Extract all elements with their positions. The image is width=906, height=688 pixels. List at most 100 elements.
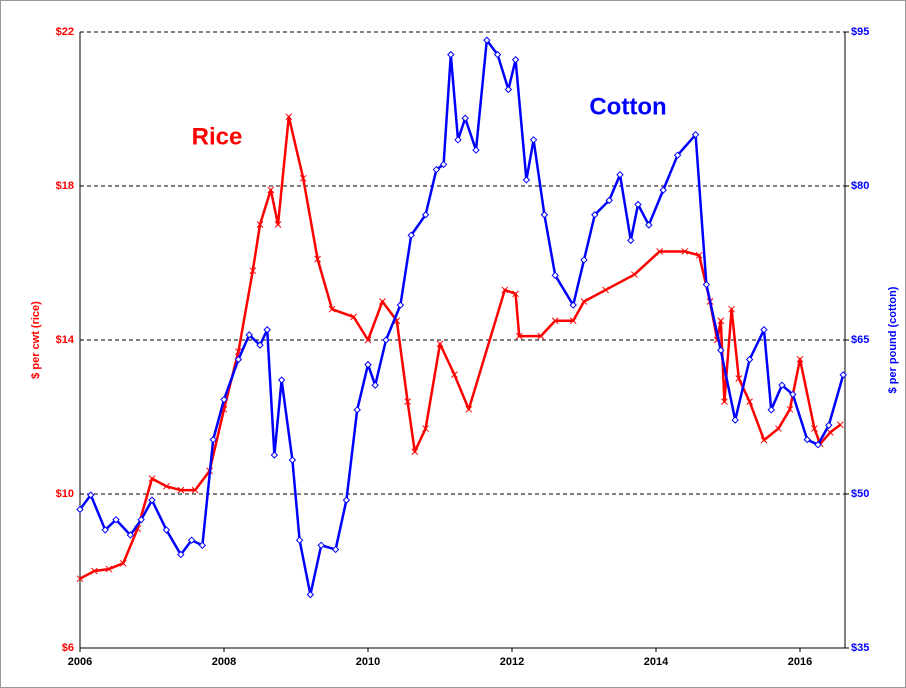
point [379, 298, 386, 305]
point [364, 336, 372, 344]
point [760, 436, 768, 444]
point [87, 491, 95, 499]
x-tick-label: 2014 [644, 656, 669, 668]
y2-axis-label: $ per pound (cotton) [887, 286, 899, 393]
point [472, 146, 480, 154]
point [447, 50, 455, 59]
point [137, 515, 145, 524]
point [695, 251, 703, 259]
point [512, 290, 519, 298]
point [814, 441, 822, 449]
point [256, 341, 264, 349]
point [786, 405, 794, 413]
point [198, 541, 207, 550]
point [91, 567, 98, 575]
point [112, 515, 120, 524]
point [631, 271, 638, 278]
point [511, 56, 520, 64]
point [245, 331, 253, 339]
point [451, 371, 458, 379]
point [454, 136, 462, 144]
point [350, 313, 357, 321]
point [148, 475, 156, 482]
point [839, 371, 847, 379]
point [101, 526, 109, 534]
point [461, 114, 469, 122]
point [187, 536, 196, 544]
point [789, 390, 797, 399]
point [721, 398, 728, 405]
point [439, 160, 448, 169]
x-tick-label: 2006 [68, 656, 92, 668]
point [767, 406, 775, 414]
point [76, 505, 84, 514]
point [836, 421, 844, 429]
point [256, 221, 264, 228]
point [407, 231, 415, 239]
point [717, 346, 725, 354]
point [656, 248, 663, 255]
point [778, 381, 786, 389]
point [728, 305, 735, 313]
point [209, 435, 217, 444]
point [493, 50, 502, 59]
point [295, 536, 304, 544]
point [191, 486, 199, 494]
y-tick-label: $22 [56, 26, 74, 38]
point [702, 280, 711, 289]
point [314, 255, 321, 263]
point [249, 267, 257, 275]
point [288, 456, 297, 464]
point [731, 416, 739, 424]
point [234, 355, 243, 364]
series-label: Rice [192, 123, 243, 150]
point [717, 317, 725, 325]
point [163, 482, 170, 490]
point [328, 305, 336, 313]
point [691, 130, 700, 139]
point [529, 136, 538, 144]
point [569, 301, 577, 309]
point [569, 317, 577, 325]
point [605, 196, 613, 205]
point [616, 170, 624, 179]
point [317, 541, 325, 550]
point [270, 451, 279, 459]
point [811, 425, 818, 432]
point [659, 186, 667, 194]
point [551, 271, 559, 280]
y-axis-label: $ per cwt (rice) [30, 301, 42, 379]
point [501, 286, 509, 294]
point [796, 355, 804, 363]
point [331, 545, 340, 554]
y2-tick-label: $95 [851, 26, 869, 38]
point [353, 406, 361, 414]
x-tick-label: 2008 [212, 656, 236, 668]
point [277, 376, 286, 384]
point [673, 151, 682, 159]
x-tick-label: 2016 [788, 656, 812, 668]
point [465, 405, 473, 413]
point [267, 186, 275, 194]
point [515, 332, 523, 340]
point [411, 448, 419, 456]
x-tick-label: 2010 [356, 656, 380, 668]
y2-tick-label: $35 [851, 642, 869, 654]
point [803, 435, 811, 444]
point [342, 496, 351, 504]
point [306, 590, 315, 599]
point [148, 496, 156, 504]
point [580, 256, 588, 264]
point [591, 211, 599, 219]
point [177, 550, 185, 559]
series-label: Cotton [589, 93, 666, 120]
point [76, 575, 84, 583]
point [421, 211, 430, 219]
point [775, 425, 782, 432]
point [119, 559, 127, 567]
point [162, 526, 171, 534]
point [735, 375, 743, 382]
point [645, 221, 653, 229]
x-tick-label: 2012 [500, 656, 524, 668]
